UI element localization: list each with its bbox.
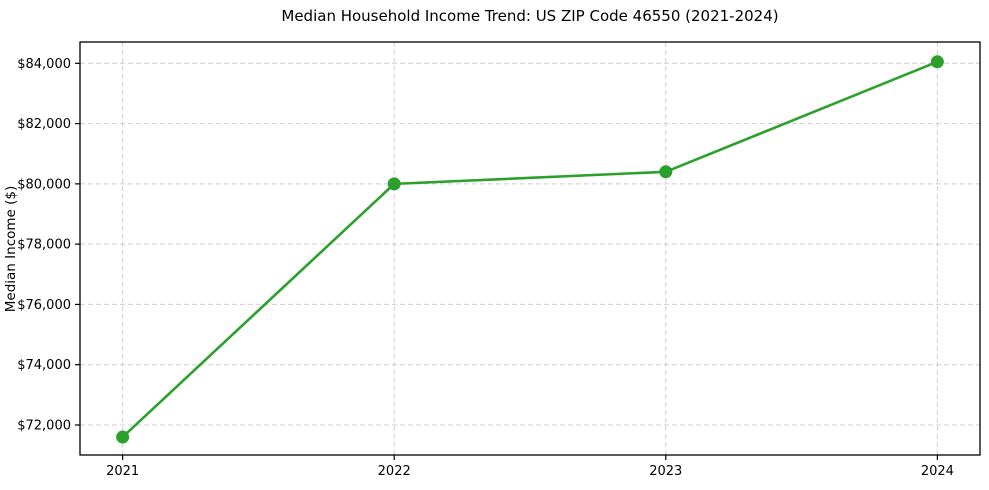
x-tick-label: 2023	[649, 464, 682, 479]
data-layer	[116, 55, 944, 444]
y-tick-label: $80,000	[17, 177, 71, 192]
y-tick-label: $84,000	[17, 57, 71, 72]
y-tick-label: $72,000	[17, 418, 71, 433]
tick-layer: $72,000 $74,000 $76,000 $78,000 $80,000 $82,0…	[17, 57, 954, 479]
income-trend-line	[121, 60, 939, 439]
chart-title: Median Household Income Trend: US ZIP Co…	[281, 7, 778, 25]
y-axis-label: Median Income ($)	[3, 186, 19, 312]
x-tick-label: 2021	[106, 464, 139, 479]
y-tick-label: $74,000	[17, 358, 71, 373]
y-tick-label: $76,000	[17, 298, 71, 313]
data-point-marker	[116, 430, 130, 444]
grid-layer	[80, 42, 980, 455]
x-tick-label: 2024	[921, 464, 954, 479]
y-tick-label: $82,000	[17, 117, 71, 132]
data-point-marker	[930, 55, 944, 69]
data-point-marker	[659, 165, 673, 179]
plot-border	[79, 41, 981, 456]
x-tick-label: 2022	[378, 464, 411, 479]
y-tick-label: $78,000	[17, 238, 71, 253]
data-point-marker	[387, 177, 401, 191]
